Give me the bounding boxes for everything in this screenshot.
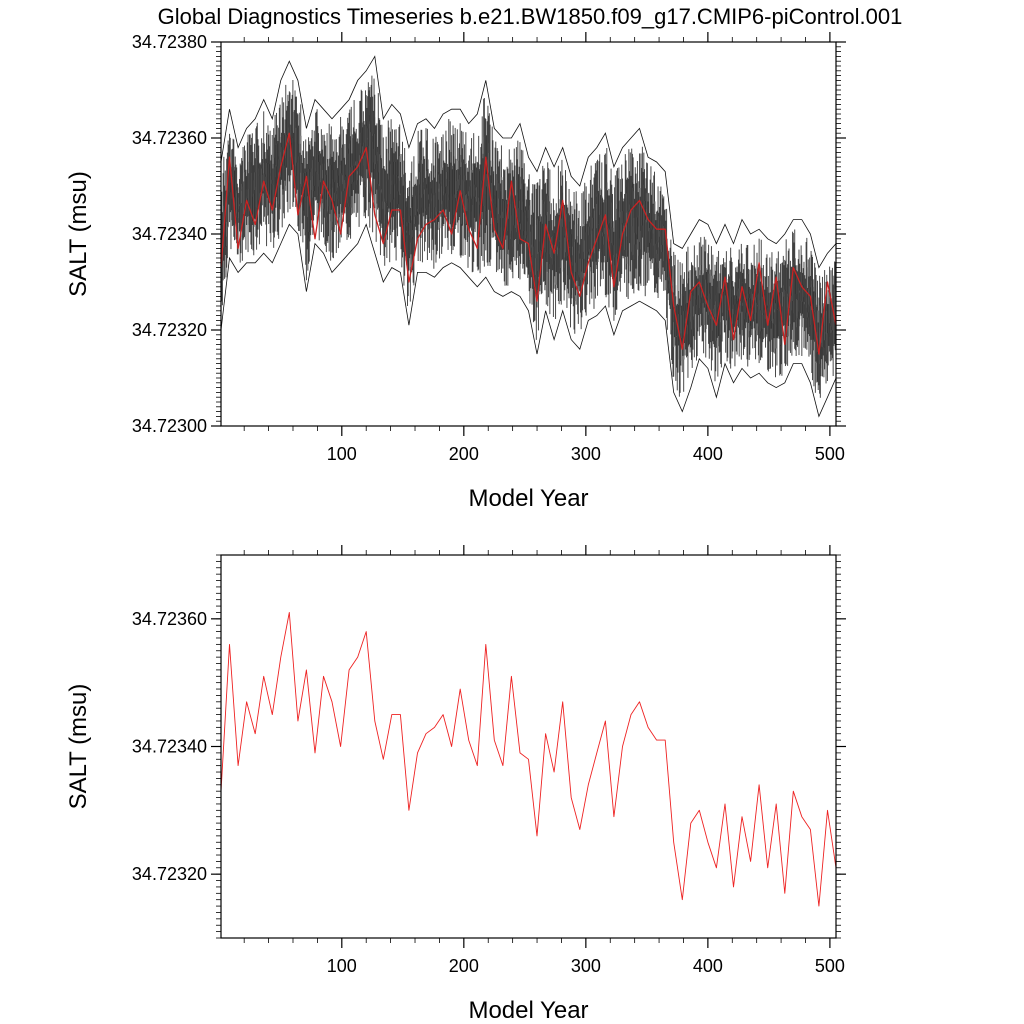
top-monthly-max-line bbox=[221, 55, 836, 269]
bottom-plot-area bbox=[221, 612, 836, 907]
top-x-tick-label: 100 bbox=[327, 444, 357, 464]
bottom-panel: 34.72320 34.72340 34.72360 100 200 300 400 500 M… bbox=[65, 545, 846, 1024]
top-series-annual-mean bbox=[221, 132, 836, 355]
bottom-y-tick-label: 34.72340 bbox=[132, 737, 207, 757]
bottom-x-tick-label: 100 bbox=[327, 956, 357, 976]
top-x-tick-label: 200 bbox=[449, 444, 479, 464]
top-y-tick-label: 34.72300 bbox=[132, 416, 207, 436]
top-x-tick-label: 500 bbox=[815, 444, 845, 464]
top-panel: 34.72300 34.72320 34.72340 34.72360 34.72380… bbox=[65, 32, 846, 512]
bottom-y-axis: 34.72320 34.72340 34.72360 bbox=[132, 554, 846, 939]
bottom-x-tick-label: 300 bbox=[571, 956, 601, 976]
figure-title: Global Diagnostics Timeseries b.e21.BW18… bbox=[158, 4, 903, 29]
top-x-tick-label: 400 bbox=[693, 444, 723, 464]
top-x-axis: 100 200 300 400 500 bbox=[243, 32, 845, 464]
bottom-x-tick-label: 500 bbox=[815, 956, 845, 976]
bottom-plot-frame bbox=[220, 554, 837, 939]
top-plot-area bbox=[221, 55, 836, 418]
top-monthly-min-line bbox=[221, 223, 836, 418]
top-y-tick-label: 34.72360 bbox=[132, 128, 207, 148]
bottom-x-tick-label: 400 bbox=[693, 956, 723, 976]
top-y-tick-label: 34.72340 bbox=[132, 224, 207, 244]
bottom-series-annual-mean bbox=[221, 612, 836, 907]
top-x-tick-label: 300 bbox=[571, 444, 601, 464]
bottom-x-axis-label: Model Year bbox=[468, 997, 588, 1024]
top-y-axis: 34.72300 34.72320 34.72340 34.72360 34.72380 bbox=[132, 32, 846, 436]
bottom-y-axis-label: SALT (msu) bbox=[65, 684, 92, 810]
bottom-y-tick-label: 34.72320 bbox=[132, 864, 207, 884]
bottom-y-tick-label: 34.72360 bbox=[132, 609, 207, 629]
top-y-tick-label: 34.72380 bbox=[132, 32, 207, 52]
bottom-x-axis: 100 200 300 400 500 bbox=[243, 545, 845, 976]
top-x-axis-label: Model Year bbox=[468, 485, 588, 512]
bottom-x-tick-label: 200 bbox=[449, 956, 479, 976]
top-y-axis-label: SALT (msu) bbox=[65, 171, 92, 297]
top-y-tick-label: 34.72320 bbox=[132, 320, 207, 340]
top-series-monthly bbox=[221, 55, 836, 418]
